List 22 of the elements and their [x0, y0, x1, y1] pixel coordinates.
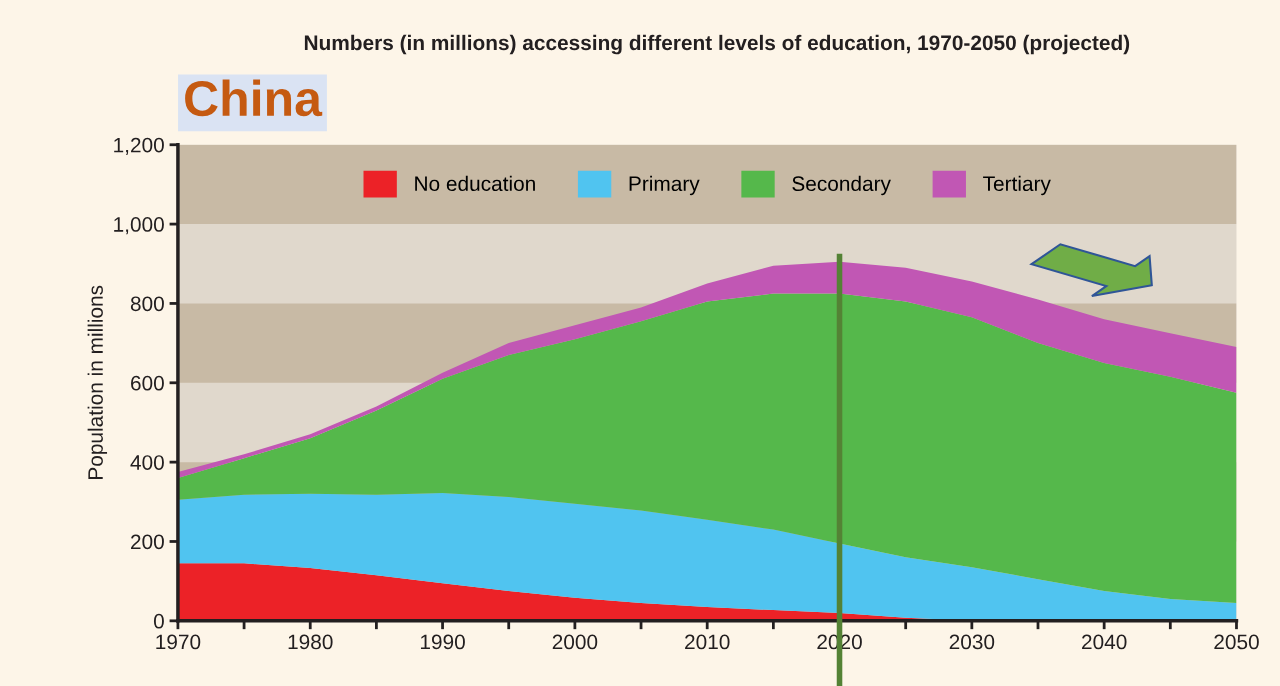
- chart-subtitle: China: [185, 79, 323, 117]
- x-tick-label: 2040: [1082, 634, 1127, 650]
- y-tick-label: 400: [130, 455, 164, 470]
- y-tick-label: 200: [131, 534, 164, 550]
- chart-title: Numbers (in millions) accessing different levels of education, 1970-2050 (projected): [304, 34, 1130, 55]
- x-tick-label: 2010: [685, 634, 730, 650]
- x-tick-label: 2000: [552, 634, 598, 650]
- legend-label: No education: [415, 175, 535, 192]
- y-axis-title: Population in millions: [87, 285, 108, 479]
- x-tick-label: 1980: [288, 634, 333, 650]
- legend-label: Primary: [629, 175, 700, 196]
- y-tick-label: 600: [131, 375, 164, 391]
- x-tick-label: 1970: [156, 634, 201, 650]
- y-tick-label: 800: [130, 296, 164, 312]
- x-tick-label: 2030: [949, 634, 995, 650]
- x-tick-label: 2050: [1214, 634, 1259, 650]
- y-tick-label: 1,200: [114, 137, 164, 155]
- y-tick-label: 1,000: [114, 217, 164, 235]
- legend-label: Secondary: [792, 175, 891, 196]
- legend-label: Tertiary: [983, 175, 1051, 196]
- x-tick-label: 1990: [420, 634, 465, 650]
- y-tick-label: 0: [153, 613, 164, 629]
